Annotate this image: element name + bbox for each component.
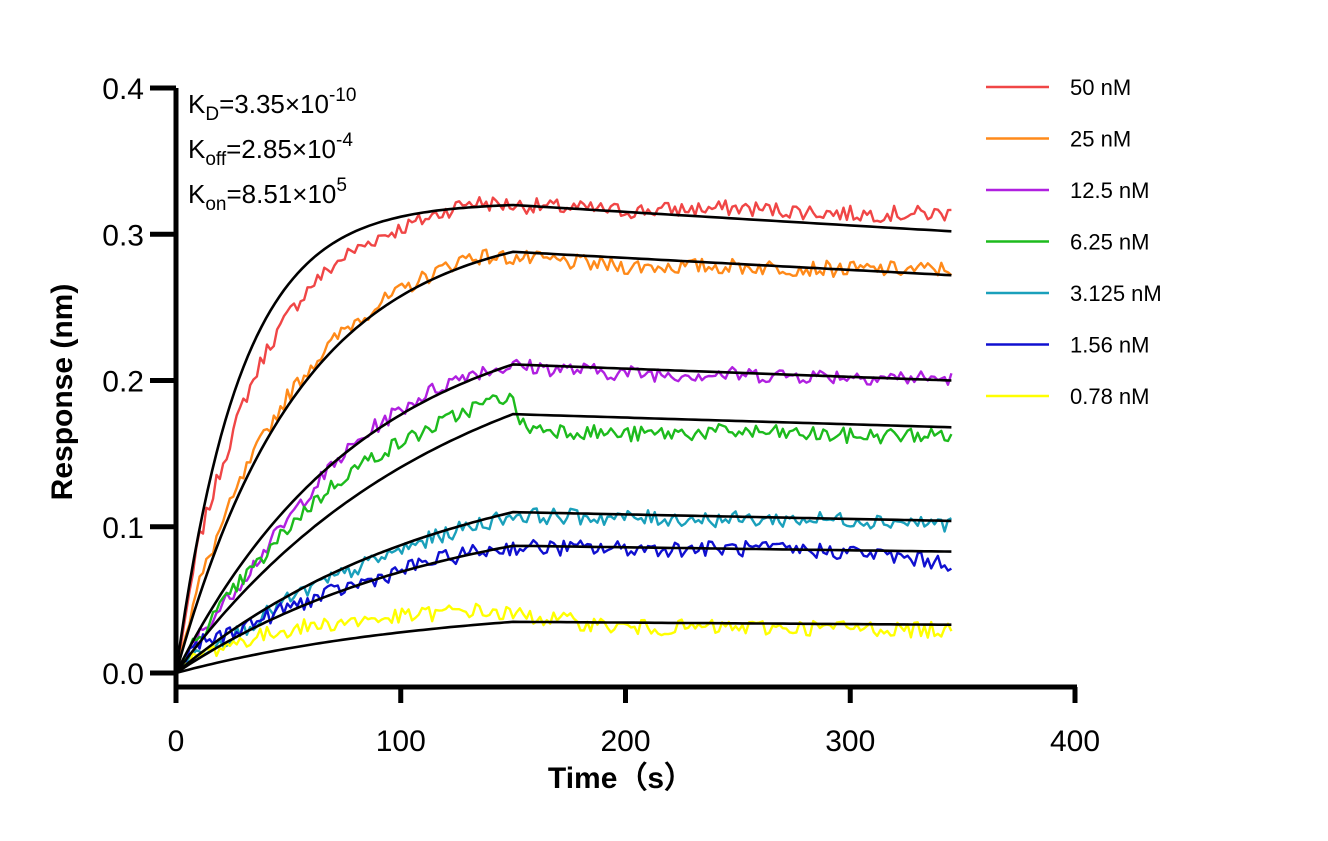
fit-curve-1-56-nm — [175, 544, 952, 675]
y-tick-label: 0.0 — [102, 658, 144, 691]
x-tick-label: 300 — [825, 725, 875, 758]
legend: 50 nM 25 nM 12.5 nM 6.25 nM 3.125 nM 1.56 nM 0… — [986, 75, 1162, 409]
y-tick-label: 0.3 — [102, 219, 144, 252]
trace-12-5-nm — [174, 358, 953, 675]
kinetic-constant: Koff=2.85×10-4 — [188, 130, 353, 170]
fit-curve-6-25-nm — [174, 412, 952, 674]
legend-label: 25 nM — [1070, 127, 1131, 152]
trace-25-nm — [174, 248, 953, 675]
trace-6-25-nm — [174, 392, 953, 675]
trace-1-56-nm — [175, 539, 953, 675]
trace-0-78-nm — [175, 602, 953, 674]
x-tick-label: 100 — [376, 725, 426, 758]
legend-label: 12.5 nM — [1070, 178, 1150, 203]
fit-curve-3-125-nm — [175, 510, 952, 674]
legend-label: 50 nM — [1070, 75, 1131, 100]
y-tick-label: 0.2 — [102, 366, 144, 399]
x-tick-label: 0 — [168, 725, 185, 758]
y-tick-label: 0.4 — [102, 73, 144, 106]
fit-curve-12-5-nm — [174, 363, 952, 674]
legend-label: 3.125 nM — [1070, 281, 1162, 306]
axes: 0 100 200 300 400 0.0 0.1 0.2 0.3 0.4 — [102, 73, 1100, 758]
fit-curves — [174, 203, 952, 675]
y-axis-title: Response (nm) — [46, 284, 79, 501]
kinetic-constant: KD=3.35×10-10 — [188, 85, 356, 125]
legend-label: 1.56 nM — [1070, 333, 1150, 358]
legend-label: 6.25 nM — [1070, 230, 1150, 255]
trace-50-nm — [174, 196, 952, 673]
x-axis-title: Time（s） — [548, 761, 694, 795]
fit-curve-50-nm — [174, 203, 952, 674]
x-tick-label: 400 — [1050, 725, 1100, 758]
y-tick-label: 0.1 — [102, 512, 144, 545]
kinetic-constants: KD=3.35×10-10 Koff=2.85×10-4 Kon=8.51×105 — [188, 85, 356, 215]
fit-curve-25-nm — [174, 250, 952, 674]
kinetic-constant: Kon=8.51×105 — [188, 175, 347, 215]
legend-label: 0.78 nM — [1070, 384, 1150, 409]
x-tick-label: 200 — [600, 725, 650, 758]
fit-curve-0-78-nm — [175, 620, 952, 675]
